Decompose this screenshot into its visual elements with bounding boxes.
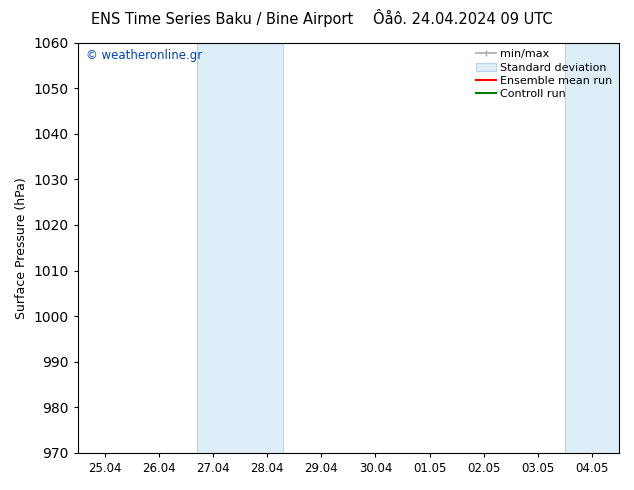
Text: ENS Time Series Baku / Bine Airport: ENS Time Series Baku / Bine Airport	[91, 12, 353, 27]
Bar	[197, 43, 283, 453]
Bar	[565, 43, 619, 453]
Text: © weatheronline.gr: © weatheronline.gr	[86, 49, 202, 62]
Y-axis label: Surface Pressure (hPa): Surface Pressure (hPa)	[15, 177, 28, 318]
Legend: min/max, Standard deviation, Ensemble mean run, Controll run: min/max, Standard deviation, Ensemble me…	[471, 45, 617, 104]
Text: Ôåô. 24.04.2024 09 UTC: Ôåô. 24.04.2024 09 UTC	[373, 12, 553, 27]
